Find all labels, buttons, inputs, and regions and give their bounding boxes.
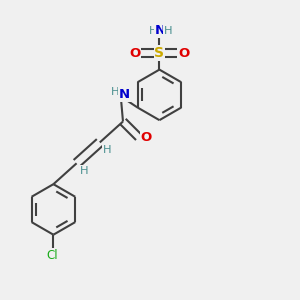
Text: O: O	[129, 47, 141, 60]
Text: H: H	[164, 26, 172, 36]
Text: Cl: Cl	[46, 249, 58, 262]
Text: N: N	[154, 25, 166, 38]
Text: H: H	[103, 145, 112, 155]
Text: H: H	[110, 87, 119, 97]
Text: H: H	[149, 26, 158, 36]
Text: S: S	[154, 46, 164, 60]
Text: O: O	[141, 131, 152, 144]
Text: N: N	[119, 88, 130, 101]
Text: H: H	[80, 166, 88, 176]
Text: O: O	[178, 47, 189, 60]
